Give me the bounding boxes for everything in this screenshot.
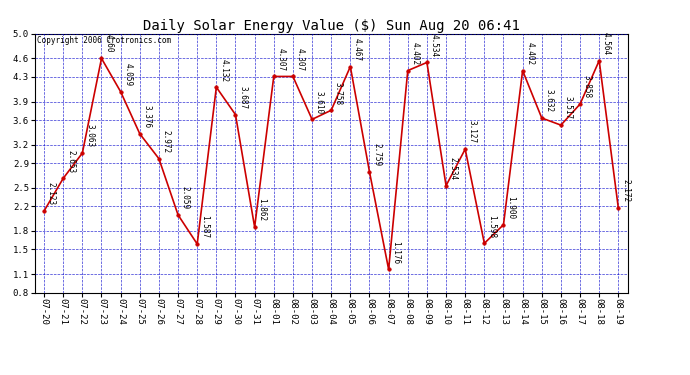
Text: 4.402: 4.402 [411,42,420,65]
Text: 1.862: 1.862 [257,198,266,222]
Text: 3.632: 3.632 [544,89,553,112]
Title: Daily Solar Energy Value ($) Sun Aug 20 06:41: Daily Solar Energy Value ($) Sun Aug 20 … [143,19,520,33]
Text: 4.564: 4.564 [602,32,611,55]
Text: 1.900: 1.900 [506,196,515,219]
Text: 3.517: 3.517 [564,96,573,120]
Text: 3.376: 3.376 [143,105,152,128]
Text: 3.127: 3.127 [468,120,477,144]
Text: 2.759: 2.759 [373,143,382,166]
Text: 4.307: 4.307 [296,48,305,71]
Text: 1.598: 1.598 [487,214,496,238]
Text: 3.758: 3.758 [334,82,343,105]
Text: Copyright 2006 Crotronics.com: Copyright 2006 Crotronics.com [37,36,172,45]
Text: 2.534: 2.534 [448,157,458,180]
Text: 1.176: 1.176 [391,241,400,264]
Text: 2.172: 2.172 [621,179,630,203]
Text: 2.059: 2.059 [181,186,190,209]
Text: 2.123: 2.123 [47,182,56,206]
Text: 3.687: 3.687 [238,86,247,109]
Text: 3.063: 3.063 [85,124,94,147]
Text: 4.467: 4.467 [353,38,362,61]
Text: 2.653: 2.653 [66,150,75,173]
Text: 4.132: 4.132 [219,58,228,82]
Text: 4.60: 4.60 [104,34,113,53]
Text: 2.972: 2.972 [161,130,170,153]
Text: 4.534: 4.534 [430,34,439,57]
Text: 1.587: 1.587 [200,215,209,238]
Text: 4.059: 4.059 [124,63,132,86]
Text: 4.307: 4.307 [277,48,286,71]
Text: 3.858: 3.858 [583,75,592,99]
Text: 3.610: 3.610 [315,91,324,114]
Text: 4.402: 4.402 [525,42,534,65]
